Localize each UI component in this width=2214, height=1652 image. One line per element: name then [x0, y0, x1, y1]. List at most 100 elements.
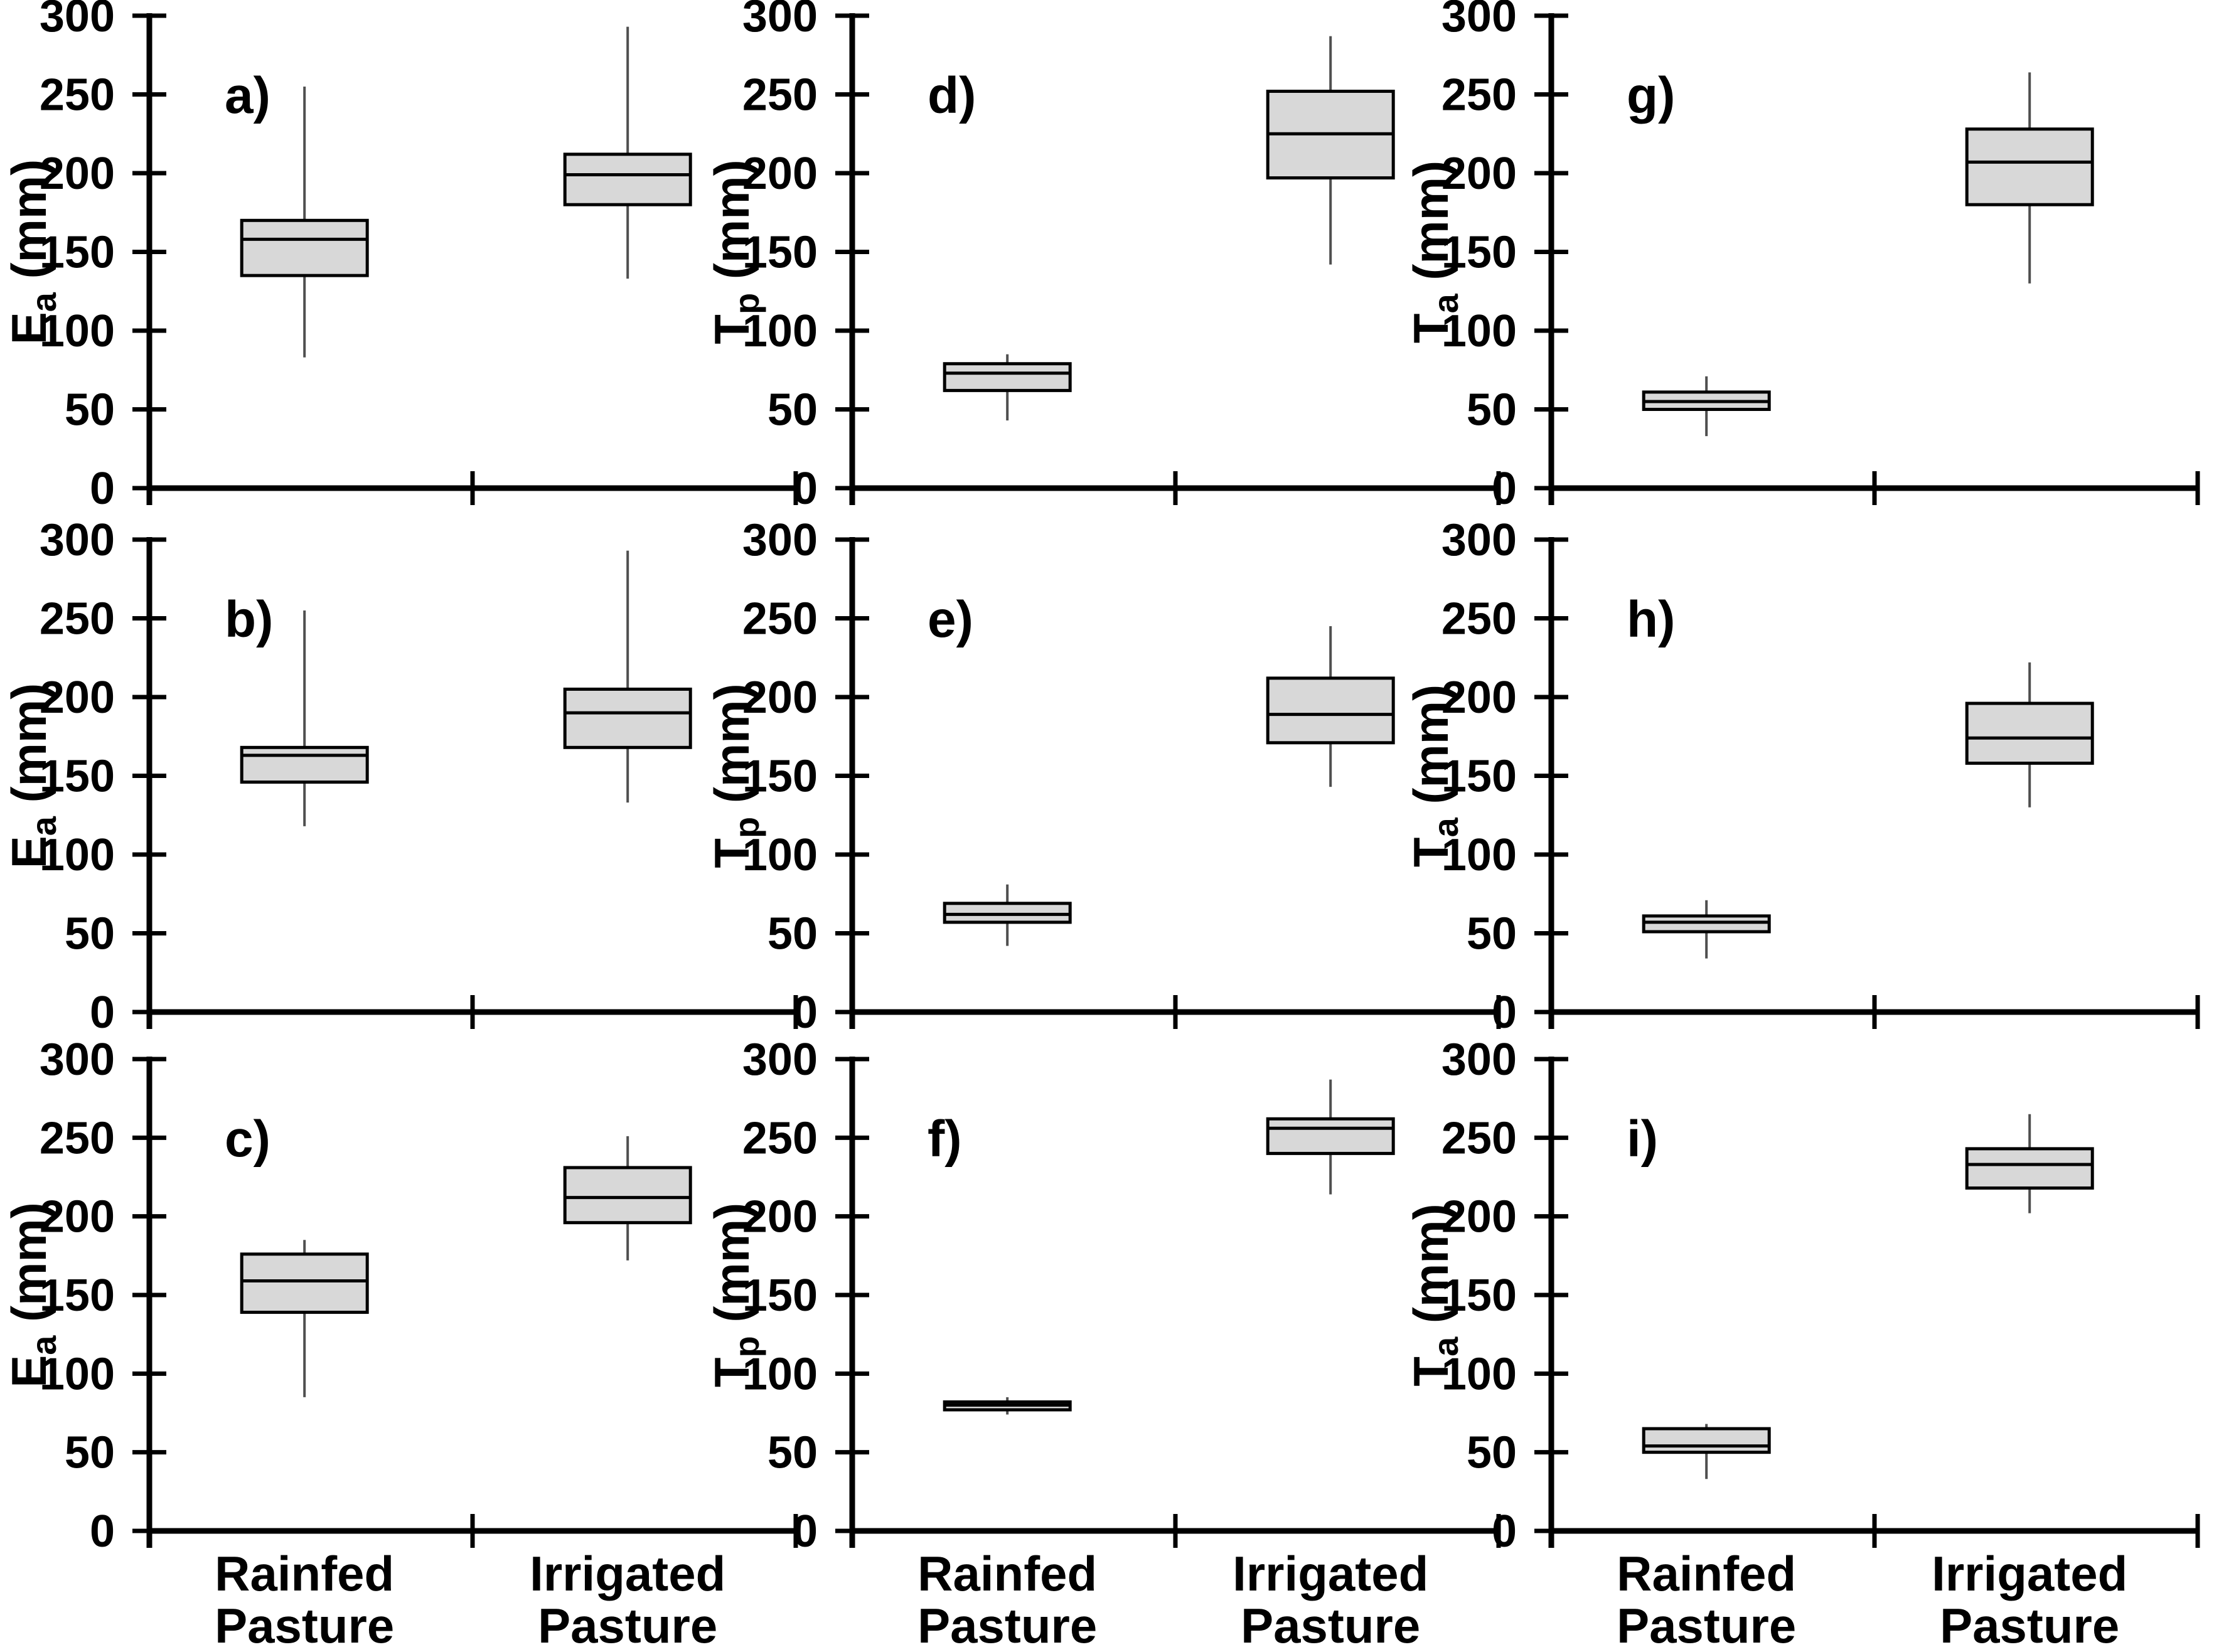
- y-tick-label-i-250: 250: [1441, 1113, 1517, 1163]
- y-tick-label-c-250: 250: [40, 1113, 115, 1163]
- x-category-label-irrigated-line1-col2: Irrigated: [1932, 1546, 2127, 1601]
- box-c-irrigated: [563, 1166, 692, 1225]
- y-tick-label-e-100: 100: [742, 830, 818, 880]
- y-axis-title-g: Ta (mm): [1403, 161, 1465, 343]
- y-tick-label-a-100: 100: [40, 306, 115, 356]
- box-a-irrigated: [563, 152, 692, 206]
- y-tick-label-a-250: 250: [40, 70, 115, 120]
- y-tick-label-g-100: 100: [1441, 306, 1517, 356]
- y-tick-label-c-150: 150: [40, 1271, 115, 1321]
- y-tick-label-e-50: 50: [767, 909, 818, 959]
- y-tick-label-e-250: 250: [742, 594, 818, 644]
- box-f-irrigated: [1266, 1117, 1395, 1155]
- y-tick-label-c-0: 0: [90, 1506, 115, 1557]
- y-tick-label-e-300: 300: [742, 515, 818, 565]
- x-category-label-rainfed-line2-col1: Pasture: [917, 1598, 1097, 1649]
- y-tick-label-f-200: 200: [742, 1192, 818, 1242]
- y-tick-label-b-250: 250: [40, 594, 115, 644]
- box-b-irrigated: [563, 687, 692, 749]
- y-tick-label-h-300: 300: [1441, 515, 1517, 565]
- y-tick-label-e-150: 150: [742, 752, 818, 802]
- x-category-label-irrigated-line2-col0: Pasture: [538, 1598, 717, 1649]
- y-tick-label-f-150: 150: [742, 1271, 818, 1321]
- y-tick-label-h-250: 250: [1441, 594, 1517, 644]
- box-i-rainfed: [1642, 1427, 1771, 1454]
- y-tick-label-b-0: 0: [90, 988, 115, 1038]
- y-tick-label-i-150: 150: [1441, 1271, 1517, 1321]
- y-tick-label-g-300: 300: [1441, 0, 1517, 41]
- y-tick-label-h-200: 200: [1441, 673, 1517, 723]
- x-category-label-rainfed-line2-col0: Pasture: [215, 1598, 394, 1649]
- panel-label-h: h): [1627, 591, 1675, 648]
- y-tick-label-e-200: 200: [742, 673, 818, 723]
- y-axis-title-d: Tp (mm): [704, 159, 766, 344]
- y-tick-label-i-50: 50: [1467, 1428, 1517, 1478]
- y-axis-title-i: Ta (mm): [1403, 1203, 1465, 1386]
- y-tick-label-c-100: 100: [40, 1349, 115, 1399]
- x-category-label-irrigated-line2-col2: Pasture: [1940, 1598, 2119, 1649]
- box-e-irrigated: [1266, 676, 1395, 745]
- box-h-rainfed: [1642, 914, 1771, 934]
- y-tick-label-a-0: 0: [90, 464, 115, 514]
- panel-label-c: c): [225, 1111, 270, 1168]
- panel-label-d: d): [928, 67, 976, 124]
- panel-label-i: i): [1627, 1111, 1658, 1168]
- box-c-rainfed: [240, 1252, 369, 1314]
- panel-label-e: e): [928, 591, 973, 648]
- y-tick-label-h-150: 150: [1441, 752, 1517, 802]
- y-tick-label-h-100: 100: [1441, 830, 1517, 880]
- y-axis-title-a: Ea (mm): [1, 159, 63, 345]
- y-tick-label-i-100: 100: [1441, 1349, 1517, 1399]
- y-tick-label-g-150: 150: [1441, 228, 1517, 278]
- y-tick-label-d-250: 250: [742, 70, 818, 120]
- y-tick-label-i-0: 0: [1492, 1506, 1517, 1557]
- y-tick-label-g-250: 250: [1441, 70, 1517, 120]
- y-tick-label-b-150: 150: [40, 752, 115, 802]
- y-axis-title-e: Tp (mm): [704, 683, 766, 868]
- y-tick-label-e-0: 0: [793, 988, 818, 1038]
- y-tick-label-f-250: 250: [742, 1113, 818, 1163]
- y-tick-label-i-300: 300: [1441, 1035, 1517, 1085]
- panel-label-a: a): [225, 67, 270, 124]
- y-tick-label-c-200: 200: [40, 1192, 115, 1242]
- box-h-irrigated: [1965, 701, 2094, 765]
- x-category-label-rainfed-line1-col1: Rainfed: [917, 1546, 1097, 1601]
- y-tick-label-b-200: 200: [40, 673, 115, 723]
- y-axis-title-b: Ea (mm): [1, 683, 63, 869]
- y-tick-label-c-300: 300: [40, 1035, 115, 1085]
- y-tick-label-d-200: 200: [742, 149, 818, 199]
- y-tick-label-d-0: 0: [793, 464, 818, 514]
- box-g-irrigated: [1965, 127, 2094, 206]
- x-category-label-rainfed-line1-col2: Rainfed: [1617, 1546, 1796, 1601]
- y-tick-label-i-200: 200: [1441, 1192, 1517, 1242]
- y-tick-label-b-50: 50: [65, 909, 115, 959]
- x-category-label-irrigated-line1-col0: Irrigated: [530, 1546, 725, 1601]
- y-tick-label-a-50: 50: [65, 385, 115, 435]
- x-category-label-irrigated-line2-col1: Pasture: [1241, 1598, 1420, 1649]
- panel-label-g: g): [1627, 67, 1675, 124]
- y-tick-label-d-150: 150: [742, 228, 818, 278]
- y-tick-label-b-100: 100: [40, 830, 115, 880]
- x-category-label-rainfed-line1-col0: Rainfed: [215, 1546, 394, 1601]
- y-tick-label-h-50: 50: [1467, 909, 1517, 959]
- y-tick-label-g-0: 0: [1492, 464, 1517, 514]
- y-tick-label-f-100: 100: [742, 1349, 818, 1399]
- y-tick-label-h-0: 0: [1492, 988, 1517, 1038]
- y-axis-title-f: Tp (mm): [704, 1203, 766, 1387]
- box-b-rainfed: [240, 745, 369, 784]
- y-tick-label-d-300: 300: [742, 0, 818, 41]
- box-e-rainfed: [943, 902, 1072, 924]
- y-tick-label-b-300: 300: [40, 515, 115, 565]
- y-tick-label-f-0: 0: [793, 1506, 818, 1557]
- x-category-label-rainfed-line2-col2: Pasture: [1617, 1598, 1796, 1649]
- y-tick-label-f-50: 50: [767, 1428, 818, 1478]
- y-tick-label-d-50: 50: [767, 385, 818, 435]
- box-d-rainfed: [943, 362, 1072, 392]
- x-category-label-irrigated-line1-col1: Irrigated: [1233, 1546, 1428, 1601]
- y-tick-label-g-50: 50: [1467, 385, 1517, 435]
- y-tick-label-g-200: 200: [1441, 149, 1517, 199]
- panel-label-f: f): [928, 1111, 962, 1168]
- y-tick-label-a-300: 300: [40, 0, 115, 41]
